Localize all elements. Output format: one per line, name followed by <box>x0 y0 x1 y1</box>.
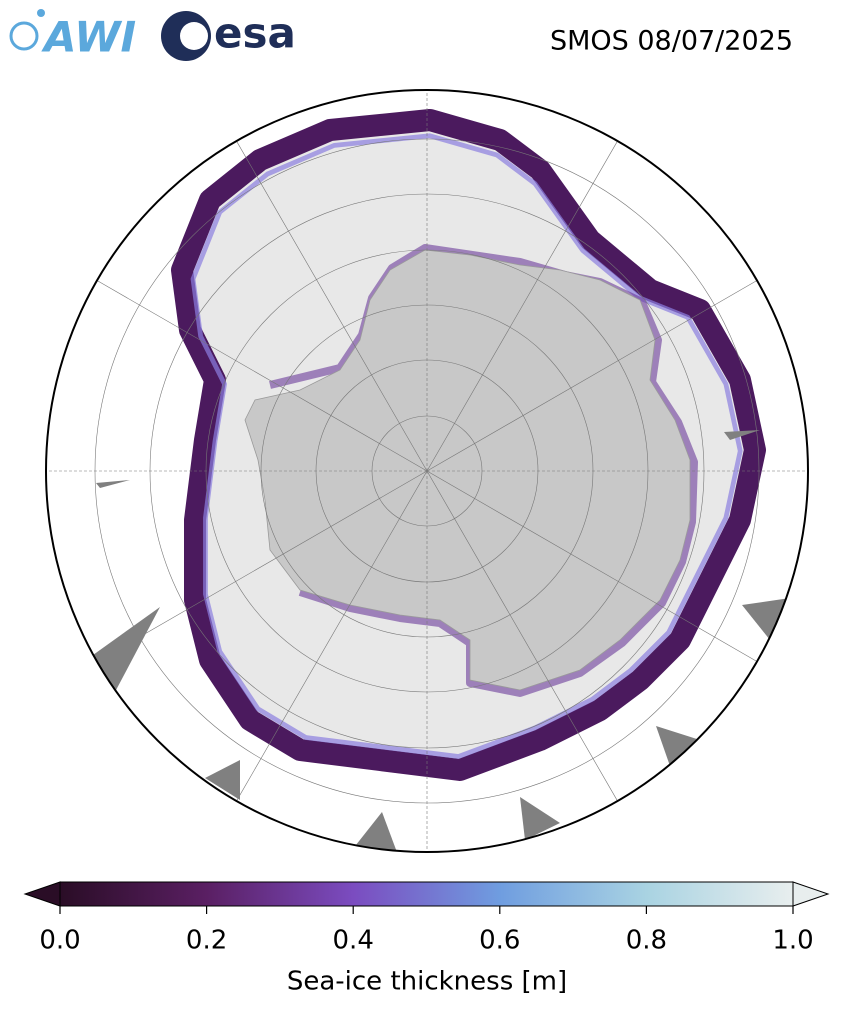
colorbar-label: Sea-ice thickness [m] <box>287 967 567 997</box>
colorbar-tick-label: 0.6 <box>479 926 520 956</box>
awi-logo: AWI <box>9 9 136 62</box>
colorbar-extension <box>23 881 61 907</box>
map-frame <box>45 89 809 853</box>
logo-text: AWI <box>41 13 136 62</box>
colorbar-extension <box>792 881 830 907</box>
land-fragments <box>93 430 790 852</box>
colorbar: Sea-ice thickness [m] 0.0 0.2 0.4 0.6 0.8 1.0 <box>23 881 830 997</box>
colorbar-tick-label: 1.0 <box>772 926 813 956</box>
map-title: SMOS 08/07/2025 <box>550 26 793 57</box>
colorbar-tick-label: 0.2 <box>186 926 227 956</box>
esa-logo: esa <box>161 9 296 61</box>
colorbar-tick-label: 0.4 <box>333 926 374 956</box>
logo-text: esa <box>214 9 296 58</box>
colorbar-ramp <box>59 881 794 907</box>
sea-ice-edge <box>190 133 743 759</box>
antarctica <box>244 249 691 691</box>
graticule <box>46 90 808 852</box>
colorbar-tick-label: 0.0 <box>39 926 80 956</box>
colorbar-tick-label: 0.8 <box>626 926 667 956</box>
map <box>46 90 808 852</box>
